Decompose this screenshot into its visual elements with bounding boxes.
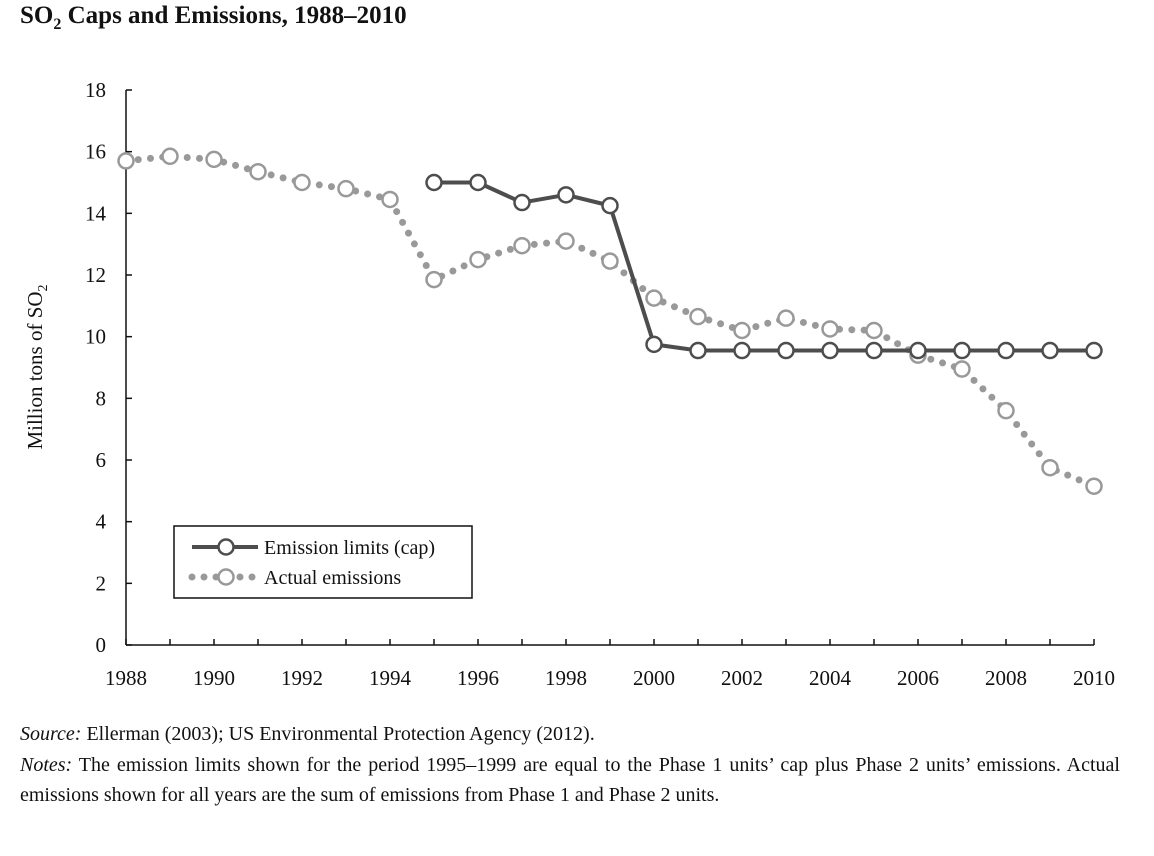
emission-limits-line: [434, 180, 1094, 353]
emission-limits-point: [645, 335, 663, 354]
y-tick-label: 6: [96, 448, 107, 472]
chart-notes: Source: Ellerman (2003); US Environmenta…: [20, 719, 1120, 811]
y-tick-label: 2: [96, 571, 107, 595]
y-axis-label-text: Million tons of SO: [23, 291, 47, 449]
legend-items: Emission limits (cap) Actual emissions: [188, 537, 435, 589]
x-tick-label: 1994: [369, 666, 412, 690]
y-tick-label: 14: [85, 201, 107, 225]
emission-limits-point: [777, 341, 795, 360]
title-prefix: SO: [20, 2, 54, 29]
y-tick-label: 0: [96, 633, 107, 657]
source-text: Ellerman (2003); US Environmental Protec…: [81, 723, 595, 745]
x-tick-label: 2004: [809, 666, 852, 690]
actual-emissions-point: [1085, 477, 1103, 495]
legend: Emission limits (cap) Actual emissions: [173, 525, 473, 599]
x-tick-label: 2008: [985, 666, 1027, 690]
actual-emissions-point: [205, 150, 223, 169]
x-tick-label: 2010: [1073, 666, 1115, 690]
actual-emissions-point: [601, 252, 619, 270]
y-tick-label: 18: [85, 78, 106, 102]
emission-limits-point: [557, 186, 575, 204]
x-tick-label: 1996: [457, 666, 499, 690]
actual-emissions-point: [689, 307, 707, 326]
actual-emissions-point: [293, 173, 311, 192]
actual-emissions-point: [953, 360, 971, 378]
x-tick-label: 2002: [721, 666, 763, 690]
title-suffix: Caps and Emissions, 1988–2010: [61, 2, 407, 29]
x-tick-label: 1998: [545, 666, 587, 690]
legend-cap-label: Emission limits (cap): [264, 537, 435, 559]
notes-text: The emission limits shown for the period…: [20, 753, 1120, 807]
y-tick-label: 8: [96, 386, 107, 410]
actual-emissions-point: [513, 236, 531, 255]
axes: 0 2 4 6 8 10 12 14 16 18 1988 1990 1992 1994 1996 1998 2…: [85, 78, 1115, 690]
legend-actual-swatch-marker: [217, 568, 235, 586]
x-tick-label: 1988: [105, 666, 147, 690]
emission-limits-point: [997, 341, 1015, 360]
notes-line: Notes: The emission limits shown for the…: [20, 750, 1120, 811]
actual-emissions-point: [161, 147, 179, 166]
actual-emissions-point: [469, 250, 487, 269]
actual-emissions-point: [645, 289, 663, 307]
emission-limits-point: [733, 341, 751, 360]
emission-limits-point: [821, 341, 839, 360]
emission-limits-point: [953, 341, 971, 360]
x-tick-label: 2000: [633, 666, 675, 690]
title-subscript: 2: [53, 16, 62, 33]
y-axis-label-subscript: 2: [36, 284, 51, 291]
emission-limits-point: [1041, 341, 1059, 360]
x-tick-label: 1990: [193, 666, 235, 690]
actual-emissions-point: [1041, 458, 1059, 477]
y-tick-label: 10: [85, 325, 106, 349]
so2-line-chart: 0 2 4 6 8 10 12 14 16 18 1988 1990 1992 1994 1996 1998 2…: [23, 78, 1115, 690]
legend-cap-swatch-marker: [217, 538, 235, 556]
x-tick-label: 1992: [281, 666, 323, 690]
emission-limits-point: [1085, 341, 1103, 360]
emission-limits-point: [909, 341, 927, 360]
legend-actual-label: Actual emissions: [264, 567, 401, 589]
y-tick-label: 4: [96, 510, 107, 534]
actual-emissions-line: [122, 152, 1098, 490]
notes-label: Notes:: [20, 753, 73, 776]
actual-emissions-point: [821, 320, 839, 338]
actual-emissions-point: [425, 270, 443, 289]
actual-emissions-point: [249, 162, 267, 181]
source-label: Source:: [20, 723, 82, 745]
y-tick-label: 16: [85, 140, 106, 164]
emission-limits-point: [513, 193, 531, 212]
emission-limits-point: [469, 173, 487, 192]
y-axis-label: Million tons of SO2: [23, 284, 51, 449]
chart-title: SO2 Caps and Emissions, 1988–2010: [20, 2, 407, 34]
actual-emissions-point: [865, 321, 883, 340]
x-tick-label: 2006: [897, 666, 939, 690]
legend-box: [173, 525, 473, 599]
actual-emissions-point: [117, 152, 135, 170]
actual-emissions-point: [997, 401, 1015, 420]
series-layer: [117, 147, 1103, 495]
source-line: Source: Ellerman (2003); US Environmenta…: [20, 719, 1120, 750]
y-tick-label: 12: [85, 263, 106, 287]
actual-emissions-point: [381, 190, 399, 209]
actual-emissions-point: [557, 232, 575, 250]
actual-emissions-point: [337, 179, 355, 198]
emission-limits-point: [689, 341, 707, 360]
emission-limits-point: [865, 341, 883, 360]
emission-limits-point: [425, 173, 443, 192]
actual-emissions-point: [733, 321, 751, 340]
emission-limits-point: [601, 196, 619, 215]
actual-emissions-point: [777, 309, 795, 327]
